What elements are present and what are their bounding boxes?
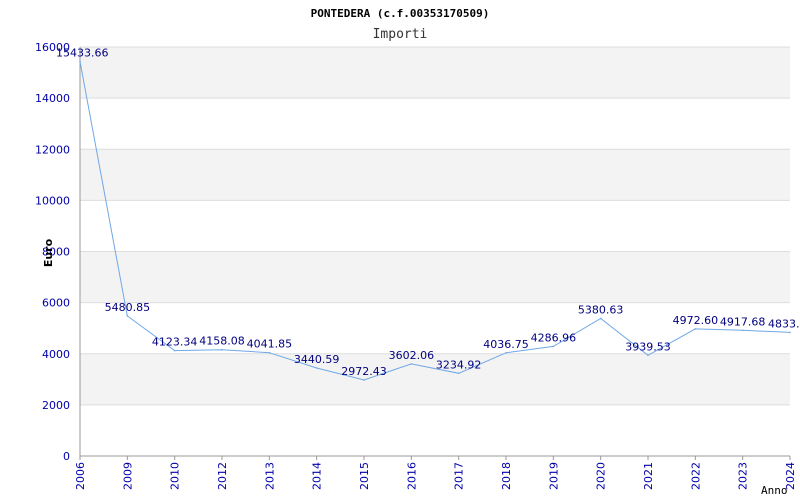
data-point — [789, 331, 791, 334]
x-tick-labels: 2006 2009 2010 2012 2013 2014 2015 2016 2017 2018… — [74, 456, 797, 490]
chart-subtitle: Importi — [373, 27, 428, 42]
chart-title: PONTEDERA (c.f.00353170509) — [311, 7, 490, 20]
data-label: 3234.92 — [436, 358, 482, 371]
y-axis-label: Euro — [42, 238, 55, 267]
y-tick-label: 8000 — [42, 246, 70, 259]
y-tick-label: 4000 — [42, 348, 70, 361]
plot-bands — [80, 47, 790, 405]
data-point — [173, 349, 176, 352]
data-label: 3939.53 — [625, 340, 671, 353]
data-point — [647, 354, 649, 357]
y-tick-label: 12000 — [35, 143, 70, 156]
data-label: 4286.96 — [531, 331, 577, 344]
data-point — [363, 379, 365, 381]
x-tick-label: 2013 — [263, 462, 276, 490]
data-point — [505, 352, 507, 354]
data-point — [221, 348, 223, 351]
x-tick-label: 2020 — [595, 462, 608, 490]
data-point — [315, 367, 318, 369]
x-tick-label: 2009 — [121, 462, 134, 490]
series-polyline — [79, 61, 791, 381]
data-labels: 15433.66 5480.85 4123.34 4158.08 4041.853440… — [56, 46, 800, 378]
data-point — [741, 329, 744, 332]
data-label: 5380.63 — [578, 303, 624, 316]
x-tick-label: 2021 — [642, 462, 655, 490]
data-label: 3602.06 — [389, 349, 435, 362]
y-tick-label: 16000 — [35, 41, 70, 54]
data-point — [457, 372, 460, 375]
data-label: 5480.85 — [105, 301, 151, 314]
plot-band — [80, 149, 790, 201]
y-tick-labels: 0 2000 4000 6000 8000 10000 12000 14000 16000 — [35, 41, 70, 463]
y-tick-label: 14000 — [35, 92, 70, 105]
x-axis-label: Anno — [761, 484, 788, 497]
y-tick-label: 2000 — [42, 399, 70, 412]
data-point — [126, 315, 129, 317]
y-tick-label: 10000 — [35, 194, 70, 207]
x-tick-label: 2014 — [311, 462, 324, 490]
y-tick-label: 6000 — [42, 297, 70, 310]
data-label: 4972.60 — [673, 314, 719, 327]
data-point — [694, 328, 697, 330]
x-tick-label: 2022 — [689, 462, 702, 490]
data-label: 4917.68 — [720, 315, 766, 328]
plot-band — [80, 47, 790, 99]
x-tick-label: 2023 — [737, 462, 750, 490]
x-tick-label: 2006 — [74, 462, 87, 490]
y-tick-label: 0 — [63, 450, 70, 463]
x-tick-label: 2012 — [216, 462, 229, 490]
data-label: 4158.08 — [199, 335, 245, 348]
data-point — [268, 351, 271, 354]
data-label: 4036.75 — [483, 338, 529, 351]
data-label: 4041.85 — [247, 338, 293, 351]
x-tick-label: 2010 — [169, 462, 182, 490]
data-label: 4833.5 — [768, 317, 800, 330]
x-tick-label: 2017 — [453, 462, 466, 490]
data-label: 3440.59 — [294, 353, 340, 366]
data-point — [79, 60, 81, 63]
series-line — [79, 60, 791, 381]
data-point — [599, 317, 602, 320]
data-label: 15433.66 — [56, 46, 109, 59]
x-tick-label: 2024 — [784, 462, 797, 490]
plot-band — [80, 353, 790, 405]
x-tick-label: 2016 — [405, 462, 418, 490]
data-label: 2972.43 — [341, 365, 387, 378]
data-point — [552, 345, 555, 348]
data-point — [410, 363, 413, 365]
x-tick-label: 2015 — [358, 462, 371, 490]
plot-band — [80, 251, 790, 303]
x-tick-label: 2018 — [500, 462, 513, 490]
data-label: 4123.34 — [152, 336, 198, 349]
x-tick-label: 2019 — [547, 462, 560, 490]
